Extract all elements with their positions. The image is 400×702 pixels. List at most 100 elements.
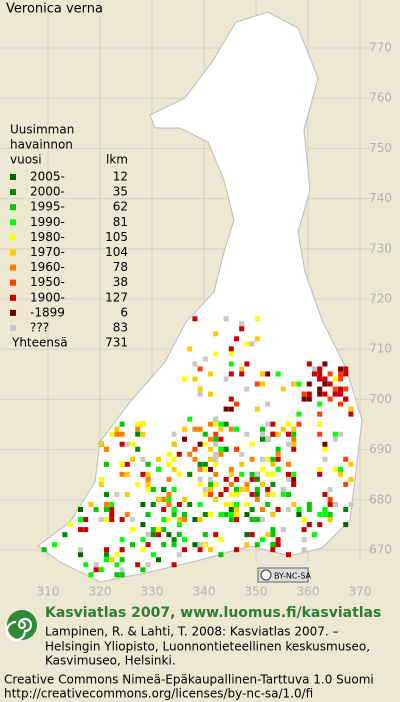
observation-square <box>239 321 245 327</box>
legend-swatch <box>10 189 16 196</box>
observation-square <box>213 451 219 457</box>
observation-square <box>291 426 297 432</box>
observation-square <box>182 537 187 543</box>
observation-square <box>150 486 156 492</box>
observation-square <box>306 396 312 402</box>
observation-square <box>182 547 187 553</box>
observation-square <box>270 481 276 487</box>
observation-square <box>260 537 265 543</box>
observation-square <box>327 512 333 518</box>
observation-square <box>228 426 234 432</box>
legend-label: 1950- <box>30 275 65 289</box>
observation-square <box>228 361 234 367</box>
observation-square <box>218 421 224 427</box>
observation-square <box>343 456 349 462</box>
observation-square <box>234 512 239 518</box>
legend-swatch <box>10 219 16 226</box>
observation-square <box>78 547 83 553</box>
observation-square <box>301 527 307 533</box>
observation-square <box>213 331 219 337</box>
observation-square <box>332 466 338 472</box>
grid-label: 710 <box>369 342 392 356</box>
observation-square <box>270 471 276 477</box>
observation-square <box>140 421 146 427</box>
observation-square <box>93 567 99 573</box>
observation-square <box>332 391 338 397</box>
observation-square <box>317 411 323 417</box>
legend-count: 12 <box>113 170 128 184</box>
observation-square <box>338 386 343 392</box>
observation-square <box>234 491 239 497</box>
logo <box>5 610 37 642</box>
observation-square <box>312 371 317 377</box>
observation-square <box>62 532 68 538</box>
cc-badge: BY-NC-SA <box>257 567 312 583</box>
observation-square <box>228 466 234 472</box>
citation-line: Helsingin Yliopisto, Luonnontieteellinen… <box>45 640 370 654</box>
observation-square <box>260 481 265 487</box>
observation-square <box>343 481 349 487</box>
observation-square <box>244 542 250 548</box>
observation-square <box>119 441 125 447</box>
observation-square <box>202 441 208 447</box>
observation-square <box>135 421 141 427</box>
observation-square <box>166 476 172 482</box>
observation-square <box>234 476 239 482</box>
citation-line: Kasvimuseo, Helsinki. <box>45 654 176 668</box>
observation-square <box>176 517 182 523</box>
observation-square <box>150 552 156 558</box>
observation-square <box>202 512 208 518</box>
grid-label: 770 <box>369 41 392 55</box>
observation-square <box>260 436 265 442</box>
observation-square <box>192 446 198 452</box>
observation-square <box>104 491 109 497</box>
observation-square <box>317 401 323 407</box>
observation-square <box>145 486 151 492</box>
observation-square <box>275 451 281 457</box>
observation-square <box>119 547 125 553</box>
observation-square <box>145 512 151 518</box>
grid-label: 730 <box>369 241 392 255</box>
observation-square <box>270 461 276 467</box>
observation-square <box>213 441 219 447</box>
observation-square <box>228 471 234 477</box>
legend-count: 35 <box>113 185 128 199</box>
legend: Uusimman havainnon vuosi lkm 2005- 12 2000… <box>10 123 128 350</box>
observation-square <box>150 532 156 538</box>
observation-square <box>301 391 307 397</box>
observation-square <box>260 507 265 513</box>
observation-square <box>140 471 146 477</box>
logo-spiral <box>5 617 33 642</box>
observation-square <box>317 466 323 472</box>
citation-line: Lampinen, R. & Lahti, T. 2008: Kasviatla… <box>45 625 339 639</box>
observation-square <box>275 542 281 548</box>
observation-square <box>317 391 323 397</box>
observation-square <box>312 366 317 372</box>
observation-square <box>249 341 255 347</box>
observation-square <box>228 406 234 412</box>
observation-square <box>254 471 260 477</box>
observation-square <box>208 391 213 397</box>
observation-square <box>78 507 83 513</box>
observation-square <box>249 532 255 538</box>
observation-square <box>218 451 224 457</box>
observation-square <box>286 431 291 437</box>
observation-square <box>239 471 245 477</box>
observation-square <box>182 436 187 442</box>
observation-square <box>317 522 323 528</box>
observation-square <box>78 552 83 558</box>
observation-square <box>228 512 234 518</box>
observation-square <box>343 507 349 513</box>
observation-square <box>156 527 161 533</box>
observation-square <box>270 431 276 437</box>
observation-square <box>213 532 219 538</box>
observation-square <box>156 496 161 502</box>
observation-square <box>114 426 120 432</box>
observation-square <box>338 401 343 407</box>
legend-swatch <box>10 174 16 180</box>
observation-square <box>322 446 328 452</box>
observation-square <box>176 532 182 538</box>
grid-label: 350 <box>245 585 268 599</box>
observation-square <box>228 507 234 513</box>
observation-square <box>213 496 219 502</box>
